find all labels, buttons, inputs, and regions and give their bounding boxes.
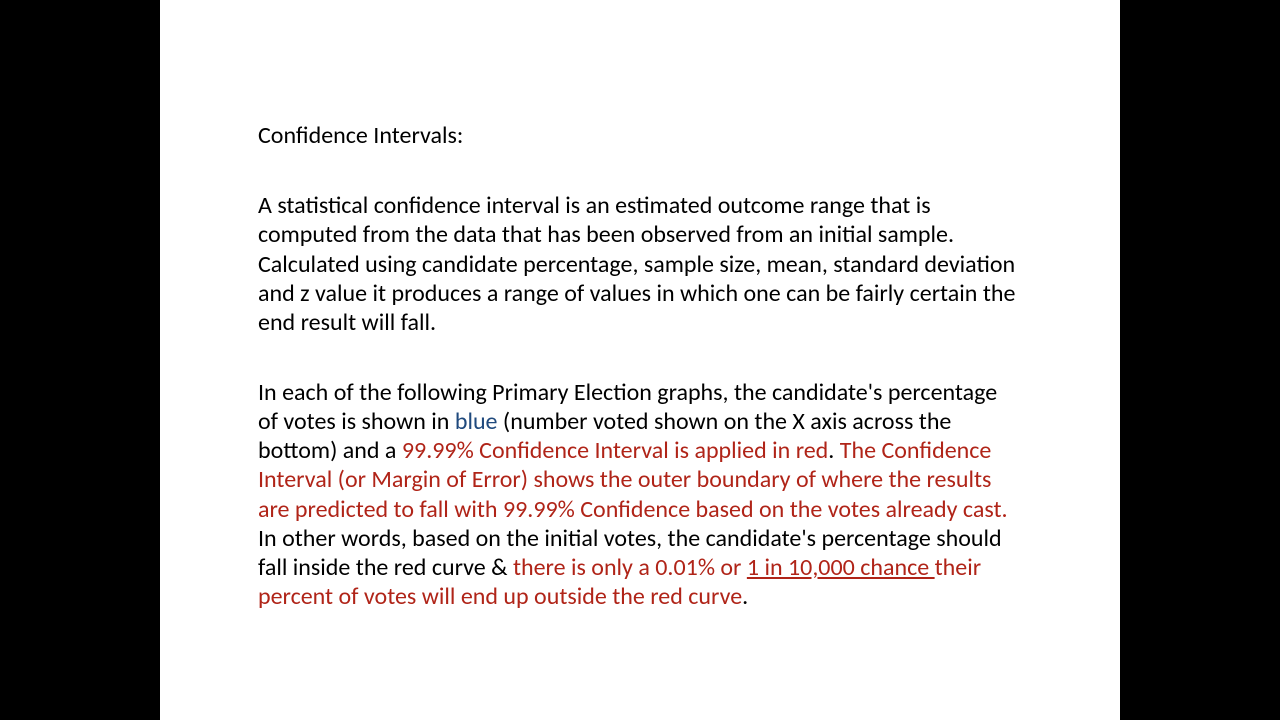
slide-title: Confidence Intervals: (258, 120, 1022, 151)
p2-red-chance-prefix: there is only a 0.01% or (513, 553, 747, 582)
p2-seg5: . (828, 436, 839, 465)
slide: Confidence Intervals: A statistical conf… (160, 0, 1120, 720)
p2-red-chance-underline: 1 in 10,000 chance (747, 553, 935, 582)
p2-blue-word: blue (455, 407, 498, 436)
paragraph-2: In each of the following Primary Electio… (258, 378, 1022, 612)
paragraph-1: A statistical confidence interval is an … (258, 191, 1022, 337)
p2-red-ci-applied: 99.99% Confidence Interval is applied in… (402, 436, 828, 465)
p2-seg11: . (742, 582, 748, 611)
